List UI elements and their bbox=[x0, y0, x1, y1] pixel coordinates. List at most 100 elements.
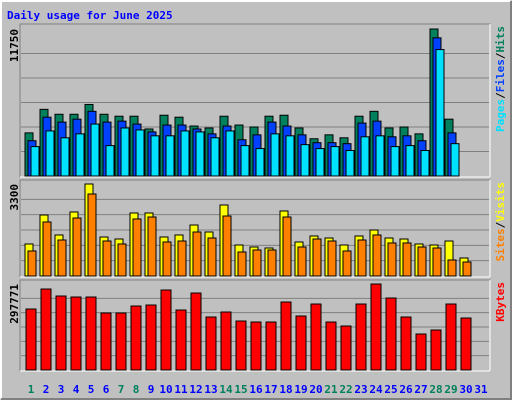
bar bbox=[102, 240, 112, 277]
bar bbox=[400, 316, 412, 371]
x-tick-label: 13 bbox=[204, 383, 217, 396]
bar bbox=[327, 240, 337, 277]
bar bbox=[402, 242, 412, 277]
bar bbox=[280, 301, 292, 371]
legend-label: Sites bbox=[494, 228, 507, 261]
x-tick-label: 3 bbox=[58, 383, 65, 396]
bar bbox=[195, 131, 205, 177]
bar bbox=[160, 289, 172, 371]
bar bbox=[220, 311, 232, 371]
x-tick-label: 12 bbox=[189, 383, 202, 396]
legend-separator: / bbox=[494, 52, 507, 59]
x-tick-label: 4 bbox=[73, 383, 80, 396]
bar bbox=[190, 292, 202, 371]
bar bbox=[370, 283, 382, 371]
bar bbox=[325, 321, 337, 371]
bar bbox=[207, 237, 217, 277]
bar bbox=[132, 218, 142, 277]
x-tick-label: 30 bbox=[459, 383, 472, 396]
bar bbox=[105, 145, 115, 177]
legend-label: Files bbox=[494, 59, 507, 92]
y-tick-label: 3300 bbox=[8, 184, 21, 211]
bar bbox=[345, 150, 355, 177]
legend-label: Visits bbox=[494, 182, 507, 222]
bar bbox=[375, 135, 385, 177]
bar bbox=[385, 297, 397, 371]
bar bbox=[282, 216, 292, 277]
bar bbox=[297, 246, 307, 277]
x-tick-label: 29 bbox=[444, 383, 457, 396]
bar bbox=[235, 320, 247, 371]
bar bbox=[237, 251, 247, 277]
bar bbox=[285, 135, 295, 177]
bar bbox=[462, 261, 472, 277]
bar bbox=[40, 288, 52, 371]
bar bbox=[312, 238, 322, 277]
bar bbox=[55, 295, 67, 371]
bar bbox=[100, 312, 112, 371]
bar bbox=[435, 49, 445, 177]
x-tick-label: 11 bbox=[174, 383, 188, 396]
bar bbox=[315, 148, 325, 177]
bar bbox=[25, 308, 37, 371]
legend: KBytes bbox=[494, 282, 507, 322]
bar bbox=[390, 146, 400, 177]
bar bbox=[145, 304, 157, 371]
chart-title: Daily usage for June 2025 bbox=[7, 9, 173, 22]
bar bbox=[250, 321, 262, 371]
x-tick-label: 16 bbox=[249, 383, 263, 396]
bar bbox=[162, 241, 172, 277]
bar bbox=[150, 135, 160, 177]
bar bbox=[180, 130, 190, 177]
bar bbox=[360, 136, 370, 177]
x-tick-label: 20 bbox=[309, 383, 322, 396]
x-tick-label: 17 bbox=[264, 383, 277, 396]
bar bbox=[87, 193, 97, 277]
bar bbox=[57, 239, 67, 277]
bar bbox=[42, 221, 52, 277]
x-tick-label: 22 bbox=[339, 383, 352, 396]
bar bbox=[330, 146, 340, 177]
bar bbox=[225, 130, 235, 177]
bar bbox=[430, 329, 442, 371]
bar bbox=[90, 123, 100, 177]
bar bbox=[417, 246, 427, 277]
bar bbox=[295, 315, 307, 371]
x-tick-label: 25 bbox=[384, 383, 397, 396]
bar bbox=[447, 259, 457, 277]
bar bbox=[75, 133, 85, 177]
x-tick-label: 7 bbox=[118, 383, 125, 396]
bar bbox=[45, 130, 55, 177]
x-tick-label: 10 bbox=[159, 383, 172, 396]
bar bbox=[255, 148, 265, 177]
bar bbox=[387, 242, 397, 277]
bar bbox=[300, 144, 310, 177]
bar bbox=[357, 239, 367, 277]
bar bbox=[460, 317, 472, 371]
x-tick-label: 19 bbox=[294, 383, 307, 396]
legend: Pages/Files/Hits bbox=[494, 26, 507, 132]
bar bbox=[450, 143, 460, 177]
x-tick-label: 26 bbox=[399, 383, 413, 396]
bar bbox=[265, 321, 277, 371]
bar bbox=[267, 249, 277, 277]
bar bbox=[135, 129, 145, 177]
bar bbox=[117, 243, 127, 277]
bar bbox=[355, 303, 367, 371]
x-tick-label: 27 bbox=[414, 383, 427, 396]
bar bbox=[415, 333, 427, 371]
bar bbox=[240, 145, 250, 177]
bar bbox=[60, 137, 70, 177]
bar bbox=[30, 146, 40, 177]
bar bbox=[342, 250, 352, 277]
legend: Sites/Visits bbox=[494, 182, 507, 262]
legend-label: Pages bbox=[494, 99, 507, 132]
bar bbox=[165, 135, 175, 177]
bar bbox=[27, 250, 37, 277]
x-tick-label: 1 bbox=[28, 383, 35, 396]
bar bbox=[372, 234, 382, 277]
x-tick-label: 24 bbox=[369, 383, 383, 396]
bar bbox=[270, 133, 280, 177]
